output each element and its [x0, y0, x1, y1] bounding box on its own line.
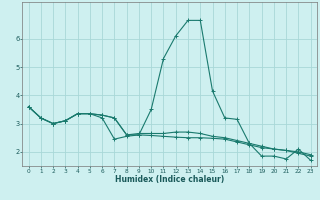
X-axis label: Humidex (Indice chaleur): Humidex (Indice chaleur) — [115, 175, 224, 184]
